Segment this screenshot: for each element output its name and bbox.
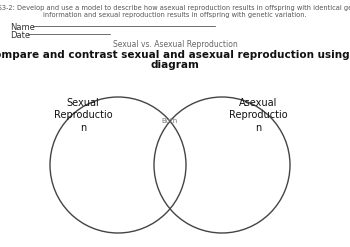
Text: I can compare and contrast sexual and asexual reproduction using a Venn: I can compare and contrast sexual and as… xyxy=(0,50,350,60)
Text: diagram: diagram xyxy=(150,60,200,70)
Text: MS-LS3-2: Develop and use a model to describe how asexual reproduction results i: MS-LS3-2: Develop and use a model to des… xyxy=(0,5,350,11)
Text: Date: Date xyxy=(10,31,30,40)
Text: Both: Both xyxy=(162,118,178,124)
Text: Asexual
Reproductio
n: Asexual Reproductio n xyxy=(229,98,287,133)
Text: Sexual
Reproductio
n: Sexual Reproductio n xyxy=(54,98,112,133)
Text: Name: Name xyxy=(10,23,35,32)
Text: information and sexual reproduction results in offspring with genetic variation.: information and sexual reproduction resu… xyxy=(43,12,307,18)
Text: Sexual vs. Asexual Reproduction: Sexual vs. Asexual Reproduction xyxy=(113,40,237,49)
